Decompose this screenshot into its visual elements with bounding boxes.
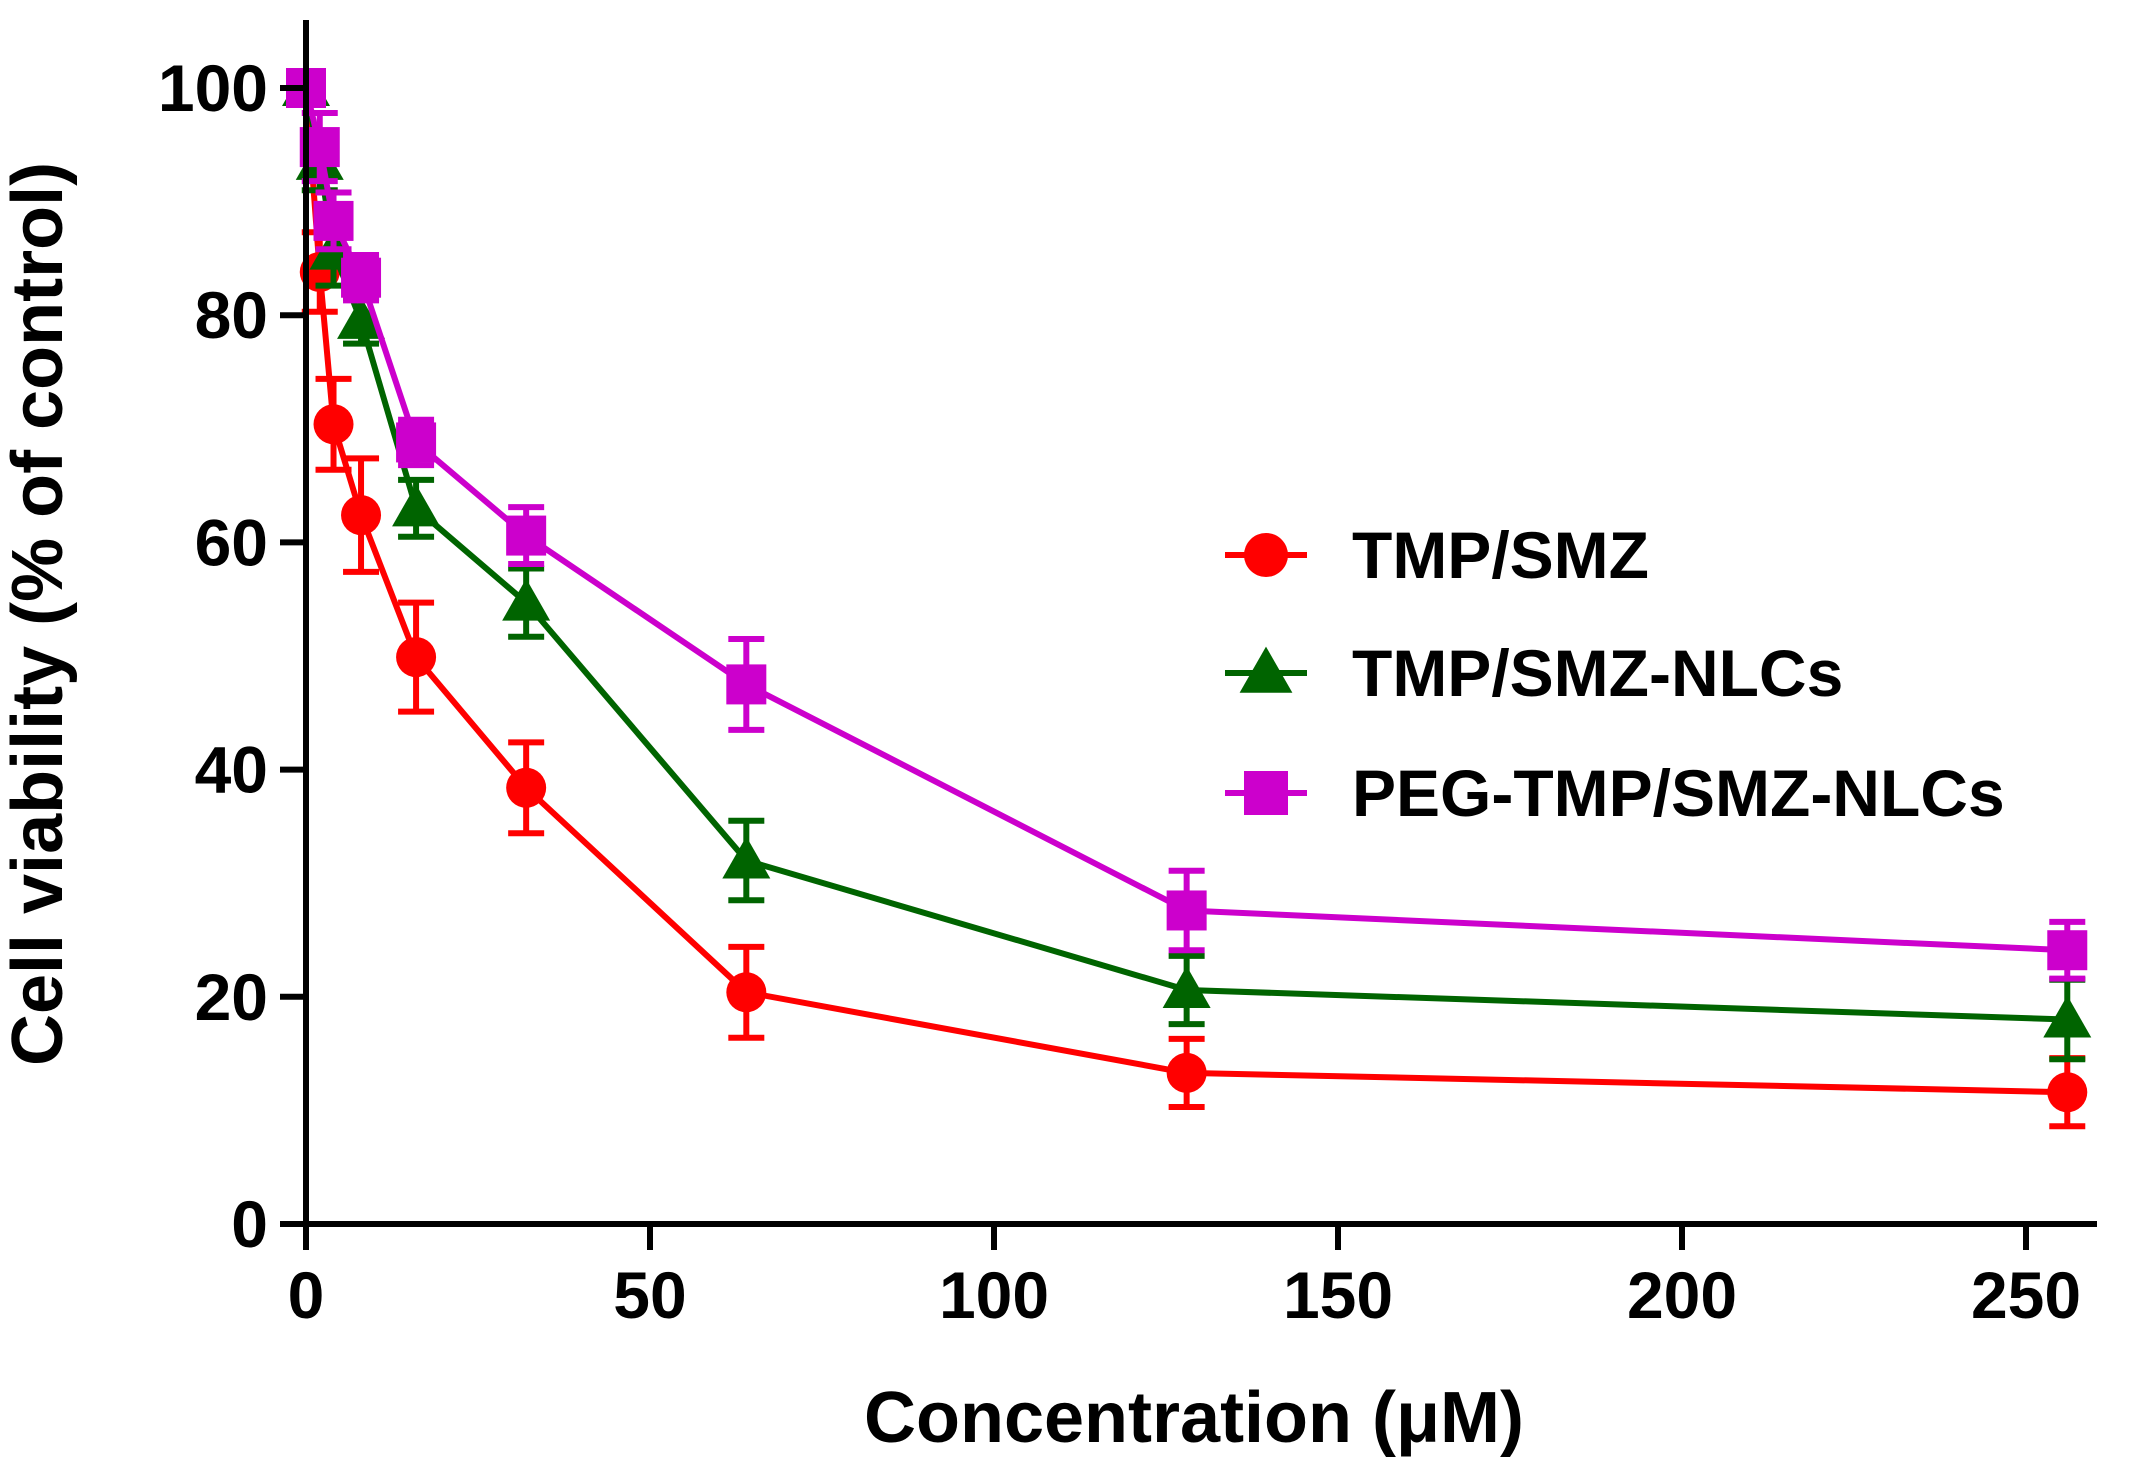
y-tick-label: 100	[158, 51, 268, 125]
data-point	[396, 637, 437, 678]
data-point	[506, 767, 547, 808]
y-tick-label: 0	[231, 1187, 268, 1261]
data-point	[726, 972, 767, 1013]
data-point	[341, 257, 382, 298]
series-layer	[282, 64, 2092, 1130]
data-point	[2047, 930, 2088, 971]
legend-label: PEG-TMP/SMZ-NLCs	[1352, 756, 2005, 830]
series-peg-tmp-smz-nlcs	[286, 68, 2088, 982]
legend-item: PEG-TMP/SMZ-NLCs	[1225, 756, 2005, 830]
data-point	[1162, 965, 1211, 1008]
y-tick-label: 80	[195, 278, 268, 352]
data-point	[341, 495, 382, 536]
data-point	[502, 578, 551, 621]
y-tick-label: 40	[195, 733, 268, 807]
legend-marker	[1244, 771, 1288, 815]
legend-item: TMP/SMZ-NLCs	[1225, 636, 1843, 710]
legend: TMP/SMZ TMP/SMZ-NLCs PEG-TMP/SMZ-NLCs	[1225, 518, 2005, 830]
data-point	[392, 484, 441, 527]
data-point	[313, 404, 354, 445]
data-point	[1166, 1052, 1207, 1093]
data-point	[2047, 1072, 2088, 1113]
data-point	[2043, 995, 2092, 1038]
y-tick-label: 60	[195, 505, 268, 579]
data-point	[1166, 890, 1207, 931]
legend-item: TMP/SMZ	[1225, 518, 1649, 592]
y-axis-title: Cell viability (% of control)	[0, 162, 78, 1066]
x-tick-label: 150	[1283, 1258, 1393, 1332]
legend-label: TMP/SMZ-NLCs	[1352, 636, 1843, 710]
x-tick-label: 200	[1627, 1258, 1737, 1332]
x-axis-title: Concentration (μM)	[864, 1378, 1524, 1458]
y-tick-label: 20	[195, 960, 268, 1034]
x-tick-label: 250	[1971, 1258, 2081, 1332]
data-point	[722, 836, 771, 879]
data-point	[726, 664, 767, 705]
data-point	[506, 515, 547, 556]
axes-layer: 0 50 100 150 200 250 0 20 40 60 80 100	[158, 20, 2097, 1332]
x-tick-label: 50	[613, 1258, 686, 1332]
x-tick-label: 0	[288, 1258, 325, 1332]
legend-label: TMP/SMZ	[1352, 518, 1649, 592]
data-point	[337, 296, 386, 339]
legend-marker	[1239, 646, 1293, 693]
data-point	[396, 422, 437, 463]
legend-marker	[1244, 533, 1288, 577]
data-point	[313, 200, 354, 241]
x-tick-label: 100	[939, 1258, 1049, 1332]
